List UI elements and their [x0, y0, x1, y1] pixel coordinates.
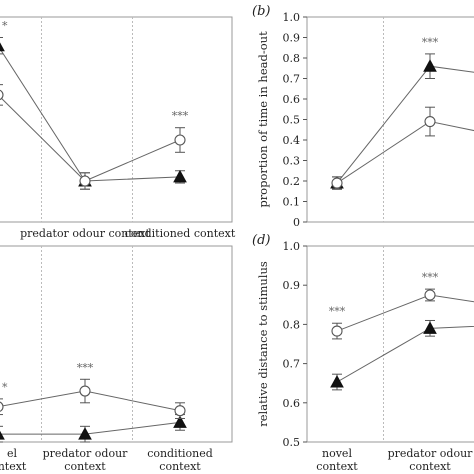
y-tick-label: 0.6: [283, 93, 301, 106]
x-category-label: predator odour context: [43, 447, 129, 473]
data-point-circle: [174, 405, 186, 417]
x-category-label: el ntext: [0, 447, 27, 473]
significance-marker: *: [2, 20, 8, 33]
significance-marker: ***: [422, 36, 439, 49]
y-tick-label: 1.0: [283, 240, 301, 253]
x-category-label: conditioned context: [147, 447, 213, 473]
data-point-triangle: [330, 374, 344, 388]
data-point-circle: [0, 89, 4, 101]
data-point-circle: [331, 325, 343, 337]
data-point-triangle: [173, 169, 187, 183]
data-point-circle: [174, 134, 186, 146]
data-point-circle: [79, 175, 91, 187]
series-line: [336, 294, 474, 332]
y-tick-label: 0.8: [283, 318, 301, 331]
series-line: [336, 121, 474, 184]
plot-frame: [306, 16, 474, 223]
data-point-triangle: [423, 321, 437, 334]
x-category-label-line: context: [159, 460, 201, 473]
series-line: [336, 65, 474, 184]
x-category-label-line: ntext: [0, 460, 27, 473]
panel-4: 0.5 0.6 0.7 0.8 0.9 1.0 relative distance to s…: [252, 233, 474, 473]
y-axis-label: proportion of time in head-out: [256, 31, 270, 208]
y-tick-label: 0.3: [283, 155, 301, 168]
significance-marker: ***: [77, 361, 94, 374]
series-line: [0, 390, 181, 412]
series-line: [336, 325, 474, 383]
y-tick-label: 0.9: [283, 32, 301, 45]
data-point-circle: [424, 116, 436, 128]
y-tick-label: 0.2: [283, 175, 301, 188]
data-point-triangle: [423, 59, 437, 72]
y-tick-label: 0.8: [283, 52, 301, 65]
plot-frame: [0, 16, 233, 223]
x-category-label: conditioned context: [125, 227, 236, 240]
data-point-circle: [79, 385, 91, 397]
significance-marker: ***: [422, 271, 439, 284]
x-category-label-line: predator odour: [388, 447, 474, 460]
series-line: [0, 96, 181, 182]
y-tick-label: 1.0: [283, 11, 301, 24]
panel-label: (b): [252, 4, 270, 19]
significance-marker: *: [2, 381, 8, 394]
x-category-label-line: predator odour: [43, 447, 129, 460]
data-point-triangle: [78, 427, 92, 440]
data-point-triangle: [0, 430, 5, 440]
y-tick-label: 0.5: [283, 114, 301, 127]
data-point-triangle: [173, 415, 187, 428]
x-category-label-line: context: [316, 460, 358, 473]
y-tick-label: 0.9: [283, 279, 301, 292]
data-point-circle: [331, 177, 343, 189]
y-tick-label: 0.7: [283, 73, 301, 86]
data-point-circle: [0, 401, 4, 412]
data-point-triangle: [0, 42, 5, 52]
y-tick-label: 0.4: [283, 134, 301, 147]
significance-marker: ***: [172, 110, 189, 123]
x-category-label-line: conditioned context: [125, 227, 236, 240]
x-category-label: predator odour context: [388, 447, 474, 473]
y-tick-label: 0.1: [283, 196, 301, 209]
x-category-label: predator odour context: [20, 227, 150, 240]
x-category-label: novel context: [316, 447, 358, 473]
data-point-circle: [424, 289, 436, 301]
y-tick-label: 0: [293, 216, 300, 229]
series-line: [0, 47, 181, 182]
x-category-label-line: conditioned: [147, 447, 213, 460]
y-tick-label: 0.7: [283, 358, 301, 371]
significance-marker: ***: [329, 305, 346, 318]
x-category-label-line: novel: [322, 447, 352, 460]
x-category-label-line: context: [64, 460, 106, 473]
series-line: [0, 421, 181, 435]
x-category-label-line: predator odour context: [20, 227, 150, 240]
panel-label: (d): [252, 233, 270, 248]
x-category-label-line: el: [7, 447, 18, 460]
plot-frame: [0, 245, 233, 443]
y-tick-label: 0.6: [283, 397, 301, 410]
y-axis-label: relative distance to stimulus: [256, 261, 270, 427]
panel-2: 0 0.1 0.2 0.3 0.4 0.5 0.6 0.7 0.8 0.9 1.0 proportio…: [252, 4, 474, 229]
y-tick-label: 0.5: [283, 436, 301, 449]
x-category-label-line: context: [409, 460, 451, 473]
plot-frame: [306, 245, 474, 443]
